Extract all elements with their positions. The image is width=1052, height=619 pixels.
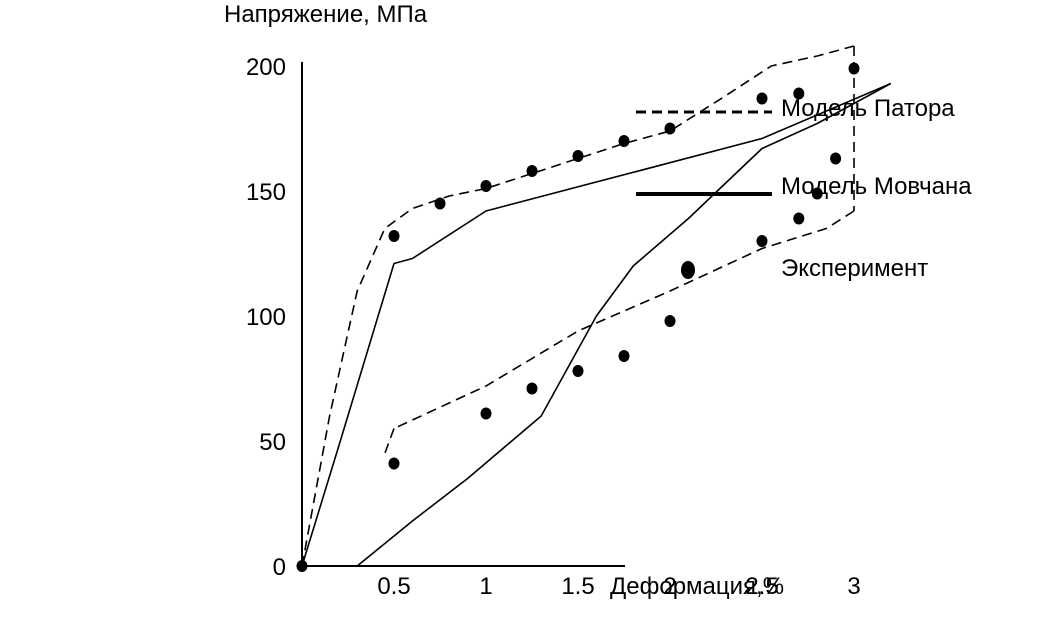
plot-area <box>296 45 892 572</box>
legend-label-experiment: Эксперимент <box>781 255 928 282</box>
y-tick-label: 150 <box>246 179 286 206</box>
experiment-point <box>618 135 630 147</box>
x-axis-title: Деформация,% <box>610 573 784 600</box>
experiment-point <box>388 230 400 242</box>
pator-model-line <box>393 210 855 430</box>
experiment-point <box>756 92 768 105</box>
legend: Модель Патора Модель Мовчана Эксперимент <box>636 95 972 282</box>
y-tick-labels: 0 50 100 150 200 <box>246 54 286 581</box>
x-tick-label: 2 <box>663 573 676 600</box>
experiment-point <box>526 382 538 395</box>
experiment-point <box>572 365 584 377</box>
experiment-point <box>848 62 860 75</box>
experiment-point <box>793 212 805 225</box>
experiment-point <box>388 457 400 470</box>
x-tick-label: 1.5 <box>561 573 594 600</box>
experiment-point <box>756 235 768 247</box>
legend-label-pator: Модель Патора <box>781 95 955 122</box>
experiment-point <box>618 350 630 362</box>
pator-model-line <box>384 428 395 454</box>
y-tick-label: 50 <box>259 429 286 456</box>
axes <box>301 62 625 567</box>
legend-label-movchan: Модель Мовчана <box>781 173 972 200</box>
x-tick-label: 3 <box>847 573 860 600</box>
experiment-point <box>830 152 842 165</box>
movchan-model-line <box>356 82 892 567</box>
experiment-point <box>811 187 823 200</box>
legend-marker-dot <box>681 261 695 279</box>
experiment-point <box>480 407 492 420</box>
pator-model-line <box>301 45 855 567</box>
x-tick-label: 1 <box>479 573 492 600</box>
y-axis-title: Напряжение, МПа <box>224 1 428 28</box>
y-tick-label: 100 <box>246 304 286 331</box>
experiment-point <box>526 165 538 177</box>
y-tick-label: 200 <box>246 54 286 81</box>
experiment-point <box>664 122 676 135</box>
experiment-point <box>480 180 492 192</box>
y-tick-label: 0 <box>273 554 286 581</box>
experiment-point <box>664 315 676 327</box>
movchan-model-line <box>301 82 892 567</box>
x-tick-label: 0.5 <box>377 573 410 600</box>
experiment-point <box>572 150 584 162</box>
x-tick-label: 2.5 <box>745 573 778 600</box>
x-tick-labels: 0.5 1 1.5 2 2.5 3 <box>377 573 860 600</box>
experiment-point <box>793 87 805 100</box>
experiment-point <box>434 197 446 210</box>
